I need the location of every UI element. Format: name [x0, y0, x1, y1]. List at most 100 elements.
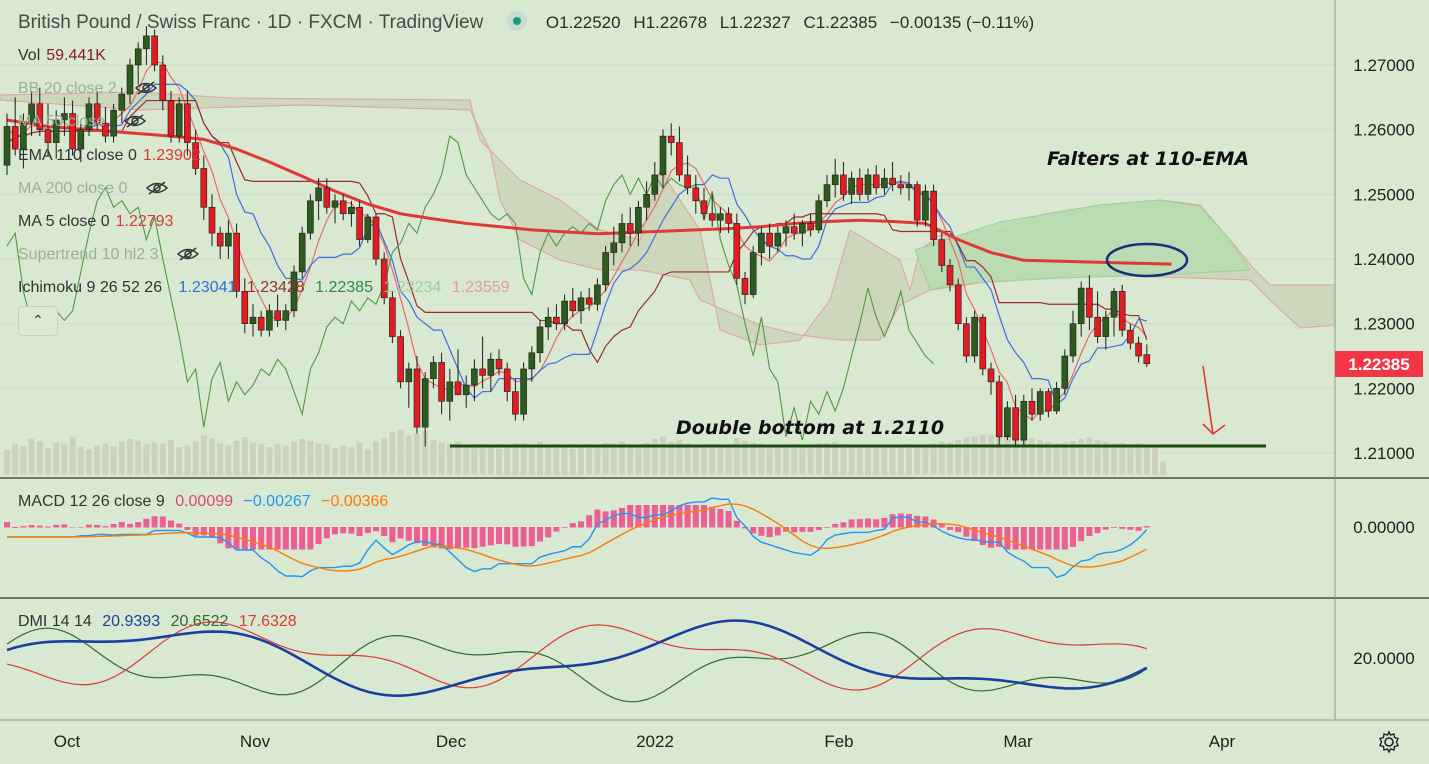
candle-body	[175, 103, 183, 137]
candle-body	[946, 265, 954, 286]
price-axis[interactable]: 1.27000 1.26000 1.25000 1.24000 1.23000 1.220…	[1353, 56, 1414, 463]
candle	[298, 226, 306, 279]
macd-histogram-bar	[545, 527, 552, 538]
macd-histogram-bar	[463, 527, 470, 548]
macd-histogram-bar	[397, 527, 404, 539]
candle-body	[971, 316, 978, 357]
macd-histogram-bar	[1045, 527, 1052, 550]
macd-histogram-bar	[1135, 527, 1142, 531]
candle	[151, 29, 158, 72]
collapse-legend-button[interactable]: ⌃	[18, 306, 58, 336]
volume-bar	[520, 442, 527, 475]
macd-histogram-bar	[159, 516, 166, 528]
candle	[20, 113, 27, 169]
candle-body	[569, 300, 577, 312]
macd-histogram-bar	[791, 527, 798, 533]
legend-ma5[interactable]: MA 5 close 0 1.22793	[18, 213, 174, 230]
candle	[1127, 323, 1134, 350]
candle	[569, 288, 577, 318]
dmi-pane[interactable]	[6, 619, 1148, 703]
candle-body	[241, 291, 249, 324]
legend-ichimoku[interactable]: Ichimoku 9 26 52 26 1.23041 1.23428 1.22…	[18, 279, 510, 296]
candle	[938, 233, 946, 272]
volume-bar	[1045, 441, 1052, 475]
candle	[979, 313, 987, 376]
volume-bar	[783, 446, 789, 475]
candle-body	[3, 126, 11, 166]
legend-supertrend[interactable]: Supertrend 10 hl2 3	[18, 246, 199, 264]
candle-body	[1036, 391, 1044, 415]
legend-ma50[interactable]: MA 50 close	[18, 113, 146, 131]
macd-histogram-bar	[36, 525, 43, 528]
macd-histogram-bar	[389, 527, 396, 543]
macd-histogram-bar	[1111, 527, 1117, 528]
volume-bar	[258, 444, 265, 475]
candles[interactable]	[3, 26, 1151, 447]
candle	[323, 178, 331, 214]
volume-bar	[77, 447, 84, 475]
legend-ma200[interactable]: MA 200 close 0	[18, 180, 168, 198]
candle-body	[790, 226, 798, 234]
candle-body	[594, 284, 601, 305]
candle	[307, 194, 314, 240]
time-axis[interactable]: Oct Nov Dec 2022 Feb Mar Apr	[54, 732, 1236, 751]
candle-body	[249, 316, 257, 324]
macd-histogram-bar	[692, 505, 699, 528]
candle-body	[134, 48, 142, 66]
candle	[651, 162, 659, 201]
candle	[643, 181, 650, 221]
price-axis-tick: 1.21000	[1353, 444, 1414, 463]
candle-body	[331, 200, 339, 208]
macd-pane[interactable]	[4, 497, 1150, 579]
volume-bar	[996, 433, 1003, 475]
volume-bar	[840, 444, 847, 475]
candle-body	[782, 226, 790, 234]
volume-bar	[20, 445, 27, 475]
candle-body	[184, 103, 191, 143]
volume-bar	[127, 439, 133, 475]
macd-histogram-bar	[192, 527, 199, 536]
macd-histogram-bar	[143, 518, 150, 528]
candle	[659, 129, 667, 188]
volume-bar	[200, 435, 207, 475]
volume-bar	[856, 446, 863, 475]
adx-line	[6, 619, 1148, 697]
candle-body	[28, 103, 35, 124]
ohlc-values: O1.22520 H1.22678 L1.22327 C1.22385 −0.0…	[545, 13, 1035, 32]
macd-histogram-bar	[323, 527, 330, 539]
high-value: 1.22678	[645, 13, 708, 32]
market-status-icon[interactable]	[506, 11, 527, 31]
interval-label[interactable]: 1D	[267, 12, 292, 33]
candle	[512, 378, 519, 421]
legend-bb[interactable]: BB 20 close 2	[18, 80, 158, 98]
legend-ema110[interactable]: EMA 110 close 0 1.23902	[18, 147, 201, 164]
volume-bar	[791, 448, 798, 475]
gear-icon[interactable]	[1377, 730, 1401, 754]
candle-body	[741, 278, 749, 295]
volume-bar	[610, 443, 617, 475]
candle	[28, 90, 35, 137]
candle-body	[676, 142, 683, 176]
volume-bar	[586, 448, 593, 475]
macd-histogram-bar	[578, 521, 584, 528]
candle	[864, 168, 872, 201]
candle	[372, 213, 380, 266]
volume-bar	[1127, 444, 1134, 475]
candle-body	[553, 316, 560, 324]
candle-body	[725, 213, 732, 224]
legend-volume[interactable]: Vol 59.441K	[18, 47, 106, 64]
candle	[397, 330, 404, 389]
volume-bar	[159, 443, 166, 475]
candle-body	[979, 316, 987, 370]
candle	[1053, 381, 1060, 415]
candle-body	[700, 200, 708, 215]
candle-body	[1028, 400, 1036, 415]
candle	[618, 213, 626, 253]
time-axis-label: Oct	[54, 732, 81, 751]
candle-body	[1061, 355, 1069, 389]
ichimoku-kijun-line	[6, 99, 1148, 364]
candle-body	[799, 223, 806, 234]
candle	[192, 129, 199, 175]
symbol-name[interactable]: British Pound / Swiss Franc	[18, 12, 251, 33]
